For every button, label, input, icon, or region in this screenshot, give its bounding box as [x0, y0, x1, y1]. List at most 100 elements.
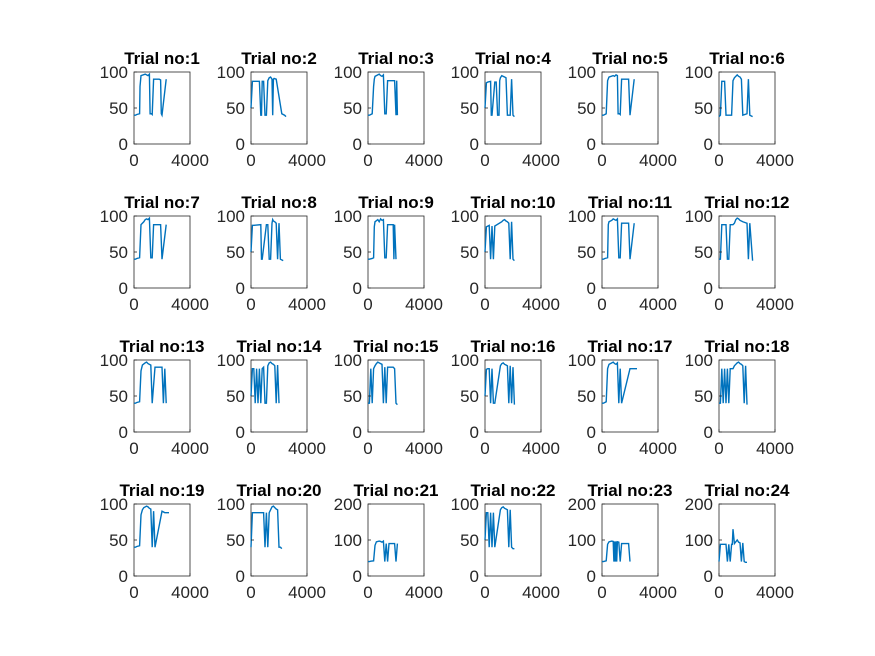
series-line — [368, 361, 398, 406]
subplot: 0 50 100 0 4000 Trial no:12 — [685, 193, 794, 314]
y-tick-label: 50 — [694, 387, 713, 406]
y-tick-label: 0 — [704, 567, 713, 586]
y-tick-label: 50 — [577, 99, 596, 118]
subplot-title: Trial no:19 — [119, 481, 204, 500]
subplot: 0 50 100 0 4000 Trial no:1 — [100, 49, 209, 170]
y-tick-label: 50 — [694, 99, 713, 118]
y-tick-label: 50 — [577, 243, 596, 262]
y-tick-label: 100 — [334, 207, 362, 226]
subplot: 0 50 100 0 4000 Trial no:7 — [100, 193, 209, 314]
y-tick-label: 100 — [451, 351, 479, 370]
x-tick-label: 0 — [246, 439, 255, 458]
y-tick-label: 100 — [568, 531, 596, 550]
subplot: 0 50 100 0 4000 Trial no:17 — [568, 337, 677, 458]
subplot-title: Trial no:8 — [241, 193, 317, 212]
y-tick-label: 0 — [353, 135, 362, 154]
x-tick-label: 4000 — [405, 151, 443, 170]
series-line — [718, 73, 753, 118]
y-tick-label: 0 — [704, 135, 713, 154]
y-tick-label: 50 — [226, 99, 245, 118]
series-line — [368, 73, 399, 116]
subplot: 0 50 100 0 4000 Trial no:16 — [451, 337, 560, 458]
series-line — [718, 529, 747, 564]
x-tick-label: 4000 — [522, 583, 560, 602]
subplot-title: Trial no:23 — [587, 481, 672, 500]
x-tick-label: 4000 — [405, 583, 443, 602]
axes-box — [133, 71, 191, 145]
y-tick-label: 200 — [334, 495, 362, 514]
x-tick-label: 0 — [129, 583, 138, 602]
series-line — [719, 361, 748, 405]
x-tick-label: 0 — [480, 439, 489, 458]
y-tick-label: 100 — [685, 531, 713, 550]
axes-box — [718, 503, 776, 577]
series-line — [602, 217, 635, 260]
subplot: 0 50 100 0 4000 Trial no:10 — [451, 193, 560, 314]
y-tick-label: 0 — [704, 423, 713, 442]
x-tick-label: 4000 — [639, 583, 677, 602]
y-tick-label: 50 — [460, 99, 479, 118]
x-tick-label: 4000 — [288, 151, 326, 170]
subplot: 0 50 100 0 4000 Trial no:2 — [217, 49, 326, 170]
x-tick-label: 4000 — [522, 439, 560, 458]
subplot: 0 50 100 0 4000 Trial no:13 — [100, 337, 209, 458]
series-line — [250, 217, 284, 262]
y-tick-label: 0 — [587, 567, 596, 586]
y-tick-label: 100 — [217, 63, 245, 82]
y-tick-label: 50 — [109, 99, 128, 118]
subplot-title: Trial no:22 — [470, 481, 555, 500]
y-tick-label: 100 — [685, 207, 713, 226]
y-tick-label: 50 — [460, 243, 479, 262]
subplot-title: Trial no:18 — [704, 337, 789, 356]
y-tick-label: 0 — [353, 279, 362, 298]
x-tick-label: 4000 — [171, 295, 209, 314]
y-tick-label: 50 — [460, 531, 479, 550]
series-line — [602, 361, 637, 404]
subplot: 0 50 100 0 4000 Trial no:22 — [451, 481, 560, 602]
y-tick-label: 0 — [587, 135, 596, 154]
series-line — [134, 361, 167, 404]
x-tick-label: 4000 — [288, 439, 326, 458]
y-tick-label: 0 — [470, 567, 479, 586]
subplot-title: Trial no:15 — [353, 337, 438, 356]
subplot-title: Trial no:16 — [470, 337, 555, 356]
subplot-title: Trial no:2 — [241, 49, 317, 68]
y-tick-label: 50 — [343, 387, 362, 406]
y-tick-label: 100 — [568, 351, 596, 370]
x-tick-label: 4000 — [639, 151, 677, 170]
subplot: 0 50 100 0 4000 Trial no:9 — [334, 193, 443, 314]
y-tick-label: 0 — [236, 135, 245, 154]
y-tick-label: 100 — [334, 351, 362, 370]
x-tick-label: 0 — [480, 583, 489, 602]
x-tick-label: 0 — [129, 151, 138, 170]
y-tick-label: 0 — [587, 423, 596, 442]
x-tick-label: 0 — [246, 583, 255, 602]
y-tick-label: 0 — [119, 423, 128, 442]
y-tick-label: 50 — [226, 387, 245, 406]
x-tick-label: 4000 — [756, 151, 794, 170]
series-line — [484, 218, 515, 262]
series-line — [368, 539, 399, 563]
y-tick-label: 50 — [694, 243, 713, 262]
subplot-title: Trial no:3 — [358, 49, 434, 68]
y-tick-label: 0 — [353, 423, 362, 442]
subplot: 0 100 200 0 4000 Trial no:23 — [568, 481, 677, 602]
series-line — [368, 217, 397, 260]
y-tick-label: 0 — [236, 423, 245, 442]
y-tick-label: 0 — [470, 135, 479, 154]
subplot: 0 50 100 0 4000 Trial no:20 — [217, 481, 326, 602]
subplot-title: Trial no:17 — [587, 337, 672, 356]
y-tick-label: 100 — [100, 351, 128, 370]
subplot: 0 50 100 0 4000 Trial no:6 — [685, 49, 794, 170]
y-tick-label: 100 — [100, 207, 128, 226]
x-tick-label: 4000 — [171, 439, 209, 458]
y-tick-label: 50 — [460, 387, 479, 406]
subplot: 0 50 100 0 4000 Trial no:15 — [334, 337, 443, 458]
y-tick-label: 0 — [119, 135, 128, 154]
x-tick-label: 4000 — [756, 295, 794, 314]
series-line — [719, 217, 754, 261]
subplot-title: Trial no:14 — [236, 337, 322, 356]
y-tick-label: 0 — [236, 279, 245, 298]
y-tick-label: 0 — [353, 567, 362, 586]
y-tick-label: 50 — [109, 243, 128, 262]
